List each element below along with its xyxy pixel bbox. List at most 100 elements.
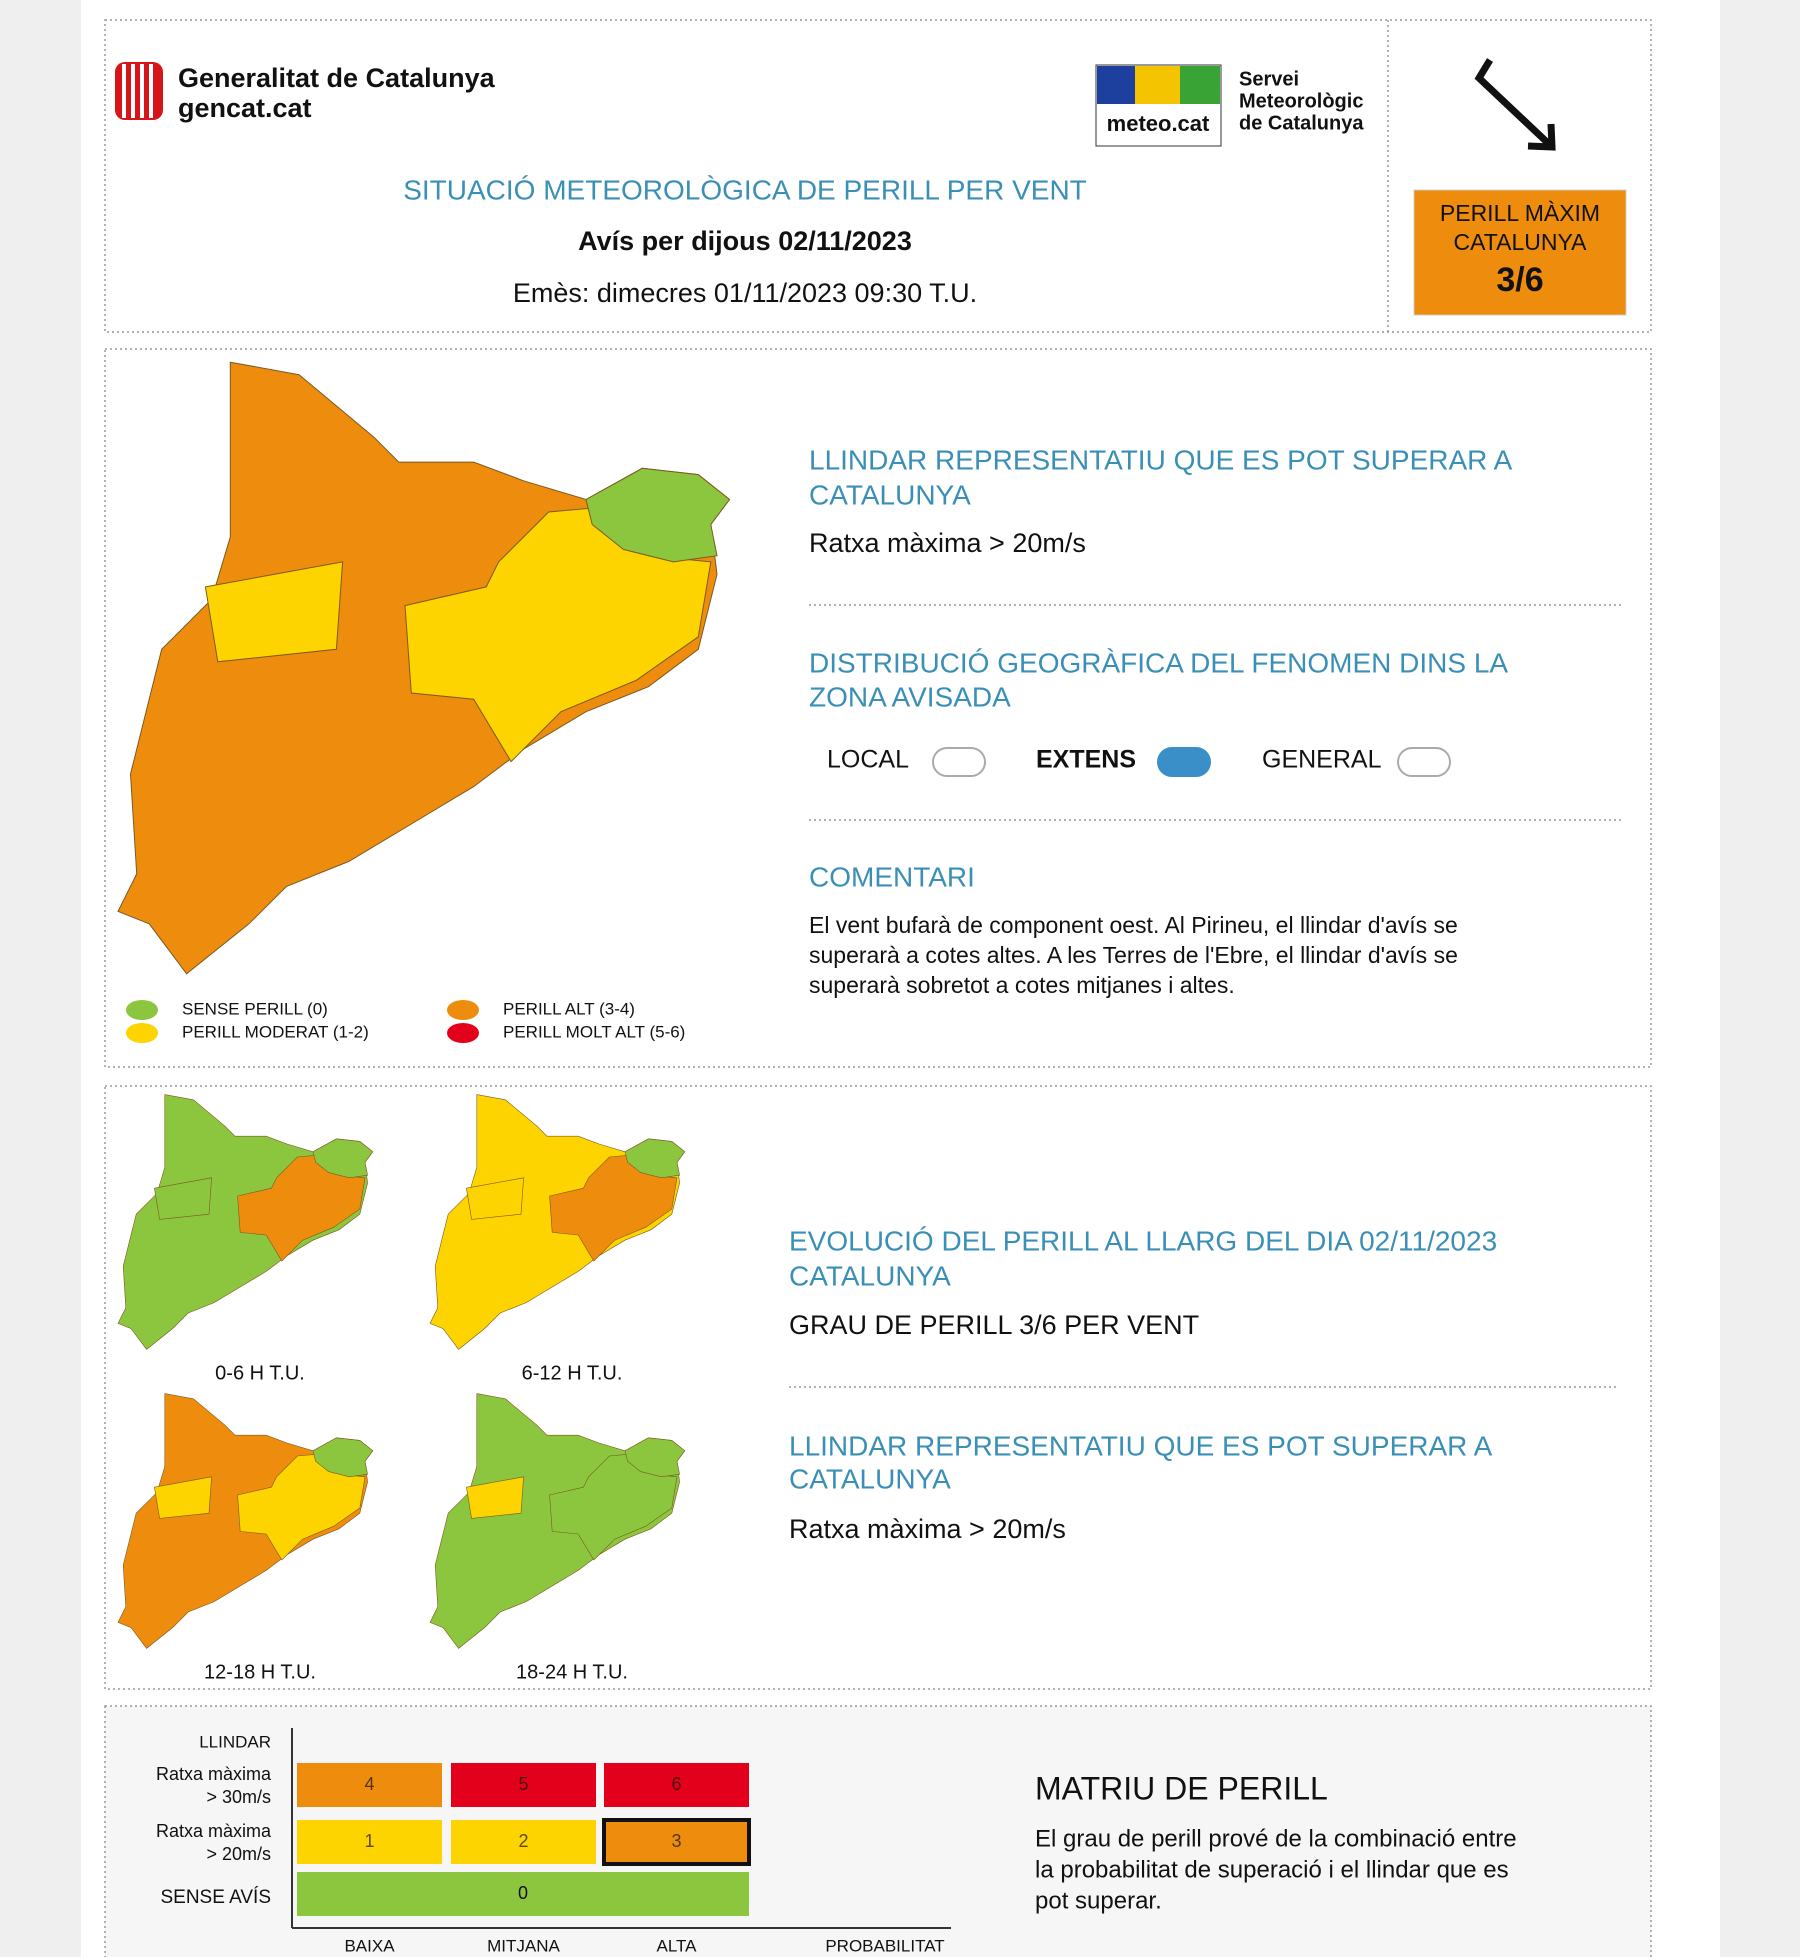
option-label: LOCAL	[827, 746, 909, 774]
period-label: 0-6 H T.U.	[215, 1362, 305, 1384]
matrix-cell	[297, 1872, 749, 1916]
matrix-text: El grau de perill prové de la combinació…	[1035, 1825, 1517, 1852]
matrix-cell	[297, 1763, 442, 1807]
option-toggle	[1157, 747, 1211, 777]
map-region	[237, 1154, 366, 1262]
evolution-box	[104, 1085, 1652, 1690]
matrix-box	[104, 1705, 1652, 1957]
meteo-logo: meteo.cat	[1095, 64, 1222, 147]
meteo-logo-text: meteo.cat	[1107, 111, 1210, 136]
map-region	[404, 505, 712, 763]
header-box	[104, 19, 1652, 333]
period-maps: 0-6 H T.U. 6-12 H T.U. 12-18 H T.U. 18-24 H…	[117, 1094, 686, 1683]
map-region	[585, 467, 731, 563]
service-name: de Catalunya	[1239, 112, 1364, 134]
matrix-cell	[297, 1820, 442, 1864]
map	[117, 361, 731, 975]
comment: superarà a cotes altes. A les Terres de …	[809, 942, 1458, 968]
matrix-cell	[451, 1820, 596, 1864]
row-label: > 30m/s	[206, 1787, 271, 1807]
service-name: Meteorològic	[1239, 90, 1363, 112]
matrix-cell	[451, 1763, 596, 1807]
period-label: 18-24 H T.U.	[516, 1661, 628, 1683]
org-name: Generalitat de Catalunya	[178, 63, 496, 93]
distribution-options: LOCAL EXTENS GENERAL	[827, 746, 1451, 777]
map-region	[624, 1138, 686, 1179]
cell-value: 6	[671, 1774, 681, 1794]
legend-label: PERILL MODERAT (1-2)	[182, 1022, 369, 1041]
period-label: 6-12 H T.U.	[522, 1362, 623, 1384]
danger-matrix: Ratxa màxima > 30m/s 4 5 6 Ratxa màxima > 20m/…	[156, 1763, 945, 1955]
option-label: EXTENS	[1036, 746, 1136, 774]
wind-arrow	[1474, 58, 1556, 151]
danger-degree: GRAU DE PERILL 3/6 PER VENT	[789, 1310, 1199, 1340]
section-title: DISTRIBUCIÓ GEOGRÀFICA DEL FENOMEN DINS …	[809, 647, 1508, 678]
matrix-text: pot superar.	[1035, 1887, 1162, 1914]
cell-value: 1	[364, 1831, 374, 1851]
matrix-y-label: LLINDAR	[199, 1732, 271, 1751]
max-danger-label: PERILL MÀXIM	[1440, 200, 1600, 226]
legend-swatch	[126, 1000, 158, 1020]
x-axis-label: PROBABILITAT	[825, 1936, 944, 1955]
map-region	[154, 1476, 212, 1519]
legend-label: SENSE PERILL (0)	[182, 999, 328, 1018]
map-region	[466, 1476, 524, 1519]
column-label: MITJANA	[487, 1936, 560, 1955]
row-label: Ratxa màxima	[156, 1764, 272, 1784]
map-region	[237, 1453, 366, 1561]
map-region	[312, 1138, 374, 1179]
cell-value: 0	[518, 1883, 528, 1903]
legend-label: PERILL MOLT ALT (5-6)	[503, 1022, 685, 1041]
map-region	[624, 1437, 686, 1478]
map-region	[549, 1453, 678, 1561]
page-sheet	[81, 0, 1720, 1957]
option-label: GENERAL	[1262, 746, 1382, 774]
section-title: CATALUNYA	[809, 479, 971, 510]
map-region	[204, 561, 344, 663]
issued: Emès: dimecres 01/11/2023 09:30 T.U.	[513, 278, 977, 308]
comment: El vent bufarà de component oest. Al Pir…	[809, 912, 1458, 938]
max-danger-label: CATALUNYA	[1454, 229, 1588, 255]
section-title: COMENTARI	[809, 861, 975, 892]
threshold-value: Ratxa màxima > 20m/s	[809, 528, 1086, 558]
section-title: LLINDAR REPRESENTATIU QUE ES POT SUPERAR…	[809, 444, 1513, 475]
comment: superarà sobretot a cotes mitjanes i alt…	[809, 972, 1235, 998]
subtitle: Avís per dijous 02/11/2023	[578, 226, 912, 256]
cell-value: 2	[518, 1831, 528, 1851]
section-title: ZONA AVISADA	[809, 681, 1011, 712]
section-title: CATALUNYA	[789, 1463, 951, 1494]
option-toggle	[932, 747, 986, 777]
period-label: 12-18 H T.U.	[204, 1661, 316, 1683]
cell-value: 3	[671, 1831, 681, 1851]
cell-value: 5	[518, 1774, 528, 1794]
service-name: Servei	[1239, 68, 1299, 90]
option-toggle	[1397, 747, 1451, 777]
section-title: EVOLUCIÓ DEL PERILL AL LLARG DEL DIA 02/…	[789, 1225, 1497, 1256]
legend-swatch	[126, 1023, 158, 1043]
row-label: SENSE AVÍS	[160, 1887, 271, 1908]
map-region	[549, 1154, 678, 1262]
org-url: gencat.cat	[178, 93, 312, 123]
legend: SENSE PERILL (0) PERILL MODERAT (1-2) PERI…	[126, 999, 685, 1043]
legend-label: PERILL ALT (3-4)	[503, 999, 635, 1018]
max-danger-box	[1413, 189, 1627, 316]
row-label: Ratxa màxima	[156, 1821, 272, 1841]
matrix-cell	[604, 1763, 749, 1807]
legend-swatch	[447, 1000, 479, 1020]
legend-swatch	[447, 1023, 479, 1043]
cell-value: 4	[364, 1774, 374, 1794]
section-title: LLINDAR REPRESENTATIU QUE ES POT SUPERAR…	[789, 1430, 1493, 1461]
gencat-logo	[115, 62, 163, 120]
row-label: > 20m/s	[206, 1844, 271, 1864]
threshold-value: Ratxa màxima > 20m/s	[789, 1514, 1066, 1544]
matrix-cell	[602, 1818, 751, 1866]
map-region	[154, 1177, 212, 1220]
title: SITUACIÓ METEOROLÒGICA DE PERILL PER VEN…	[403, 174, 1087, 205]
section-title: CATALUNYA	[789, 1260, 951, 1291]
column-label: BAIXA	[344, 1936, 395, 1955]
matrix-text: la probabilitat de superació i el llinda…	[1035, 1856, 1509, 1883]
max-danger-value: 3/6	[1496, 261, 1543, 299]
summary-box	[104, 348, 1652, 1068]
map-region	[312, 1437, 374, 1478]
